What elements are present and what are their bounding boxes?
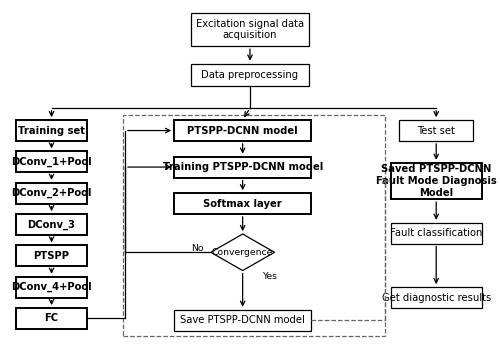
Text: No: No — [191, 244, 203, 253]
Text: FC: FC — [44, 313, 59, 323]
Text: PTSPP-DCNN model: PTSPP-DCNN model — [188, 126, 298, 136]
FancyBboxPatch shape — [391, 223, 482, 244]
FancyBboxPatch shape — [16, 183, 87, 203]
Text: Softmax layer: Softmax layer — [204, 198, 282, 209]
Text: Yes: Yes — [262, 272, 277, 281]
FancyBboxPatch shape — [191, 13, 309, 46]
Polygon shape — [211, 234, 274, 271]
FancyBboxPatch shape — [391, 163, 482, 199]
Text: DConv_4+Pool: DConv_4+Pool — [11, 282, 92, 292]
FancyBboxPatch shape — [174, 310, 311, 331]
FancyBboxPatch shape — [16, 245, 87, 266]
Text: DConv_2+Pool: DConv_2+Pool — [12, 188, 92, 198]
FancyBboxPatch shape — [16, 277, 87, 297]
FancyBboxPatch shape — [174, 193, 311, 214]
Text: Training PTSPP-DCNN model: Training PTSPP-DCNN model — [162, 162, 323, 172]
FancyBboxPatch shape — [16, 120, 87, 141]
Text: Save PTSPP-DCNN model: Save PTSPP-DCNN model — [180, 315, 305, 325]
Text: PTSPP: PTSPP — [34, 251, 70, 261]
FancyBboxPatch shape — [174, 157, 311, 178]
Text: Saved PTSPP-DCNN
Fault Mode Diagnosis
Model: Saved PTSPP-DCNN Fault Mode Diagnosis Mo… — [376, 164, 496, 198]
Text: Convergence: Convergence — [212, 248, 274, 257]
Text: DConv_3: DConv_3 — [28, 219, 76, 230]
FancyBboxPatch shape — [16, 214, 87, 235]
Text: Fault classification: Fault classification — [390, 228, 482, 238]
Text: Training set: Training set — [18, 126, 85, 136]
Text: Get diagnostic results: Get diagnostic results — [382, 293, 491, 302]
FancyBboxPatch shape — [191, 64, 309, 86]
Text: Data preprocessing: Data preprocessing — [202, 70, 298, 80]
Text: DConv_1+Pool: DConv_1+Pool — [11, 157, 92, 167]
FancyBboxPatch shape — [16, 308, 87, 329]
FancyBboxPatch shape — [16, 152, 87, 172]
FancyBboxPatch shape — [174, 120, 311, 141]
FancyBboxPatch shape — [400, 120, 473, 141]
Text: Excitation signal data
acquisition: Excitation signal data acquisition — [196, 19, 304, 40]
Text: Test set: Test set — [418, 126, 455, 136]
FancyBboxPatch shape — [391, 287, 482, 308]
